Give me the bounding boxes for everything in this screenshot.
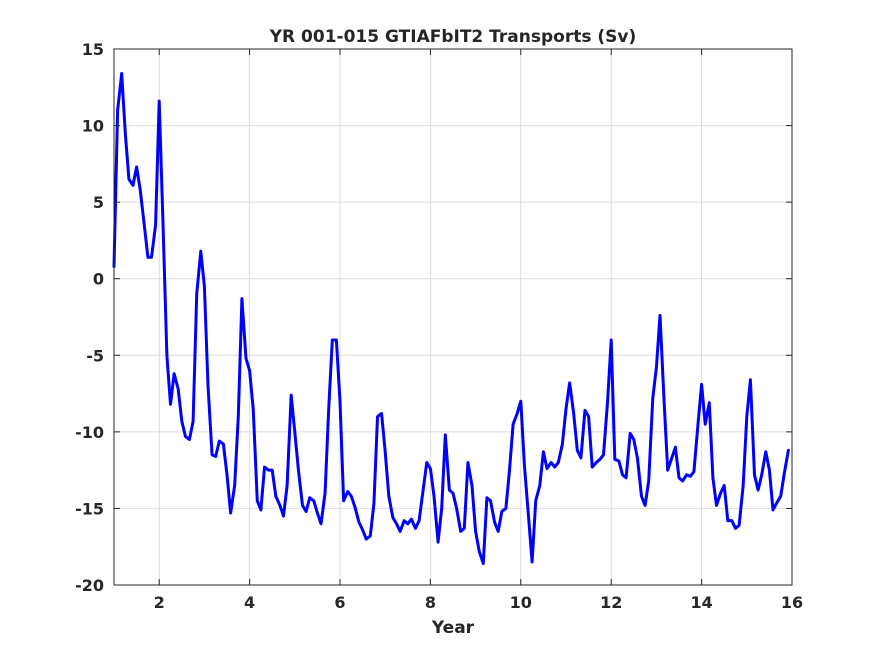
x-tick-label: 6 [334,593,345,612]
x-tick-label: 12 [600,593,622,612]
y-tick-label: 15 [82,40,104,59]
y-tick-label: -5 [86,346,104,365]
grid-lines [114,48,793,586]
series-line-0 [112,72,790,566]
y-tick-label: -15 [75,499,104,518]
x-axis-label: Year [431,618,475,638]
x-tick-label: 4 [244,593,255,612]
y-tick-label: -20 [75,576,104,595]
x-tick-label: 2 [154,593,165,612]
series-layer [112,72,790,566]
y-tick-label: -10 [75,423,104,442]
chart-title: YR 001-015 GTIAFbIT2 Transports (Sv) [269,27,637,47]
y-tick-label: 5 [93,193,104,212]
x-tick-label: 14 [690,593,712,612]
axis-ticks: 2 4 6 8 10 12 14 16 -20 -15 -10 -5 0 5 10 15 [75,40,803,612]
x-tick-label: 8 [425,593,436,612]
y-tick-label: 0 [93,270,104,289]
x-tick-label: 16 [781,593,803,612]
y-tick-label: 10 [82,117,104,136]
x-tick-label: 10 [510,593,532,612]
plot-frame [113,48,793,586]
